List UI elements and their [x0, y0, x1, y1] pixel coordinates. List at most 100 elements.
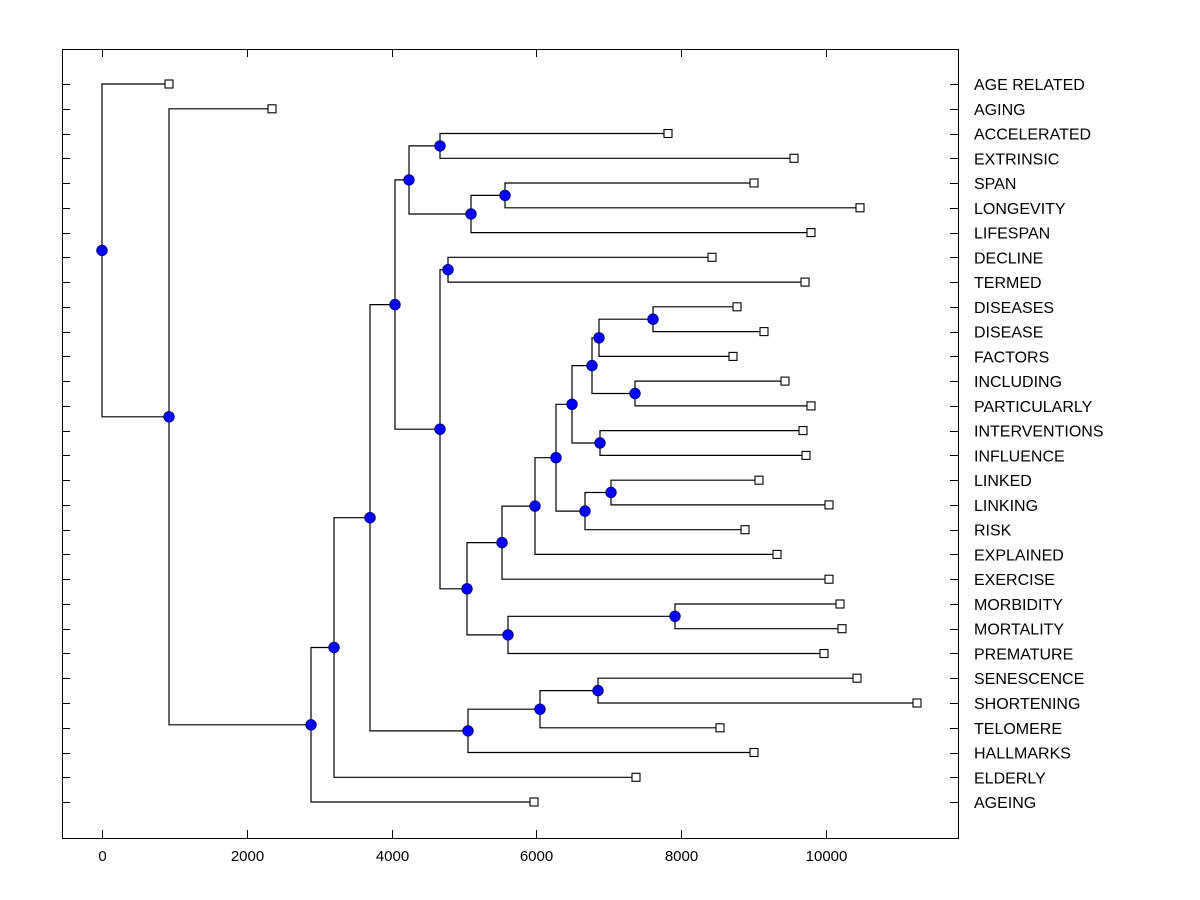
- merge-node: [593, 332, 605, 344]
- branch-link: [447, 269, 805, 283]
- merge-node: [462, 725, 474, 737]
- branch-link: [504, 182, 754, 196]
- merge-node: [465, 208, 477, 220]
- branch-link: [507, 615, 675, 635]
- leaf-marker: [789, 153, 799, 163]
- leaf-marker: [728, 351, 738, 361]
- merge-node: [434, 140, 446, 152]
- merge-node: [669, 610, 681, 622]
- leaf-label: TELOMERE: [974, 721, 1062, 738]
- node-markers: [96, 140, 681, 737]
- leaf-marker: [663, 128, 673, 139]
- leaf-marker: [749, 747, 759, 758]
- merge-node: [403, 174, 415, 186]
- merge-node: [592, 684, 604, 697]
- merge-node: [328, 641, 340, 654]
- merge-node: [364, 512, 376, 524]
- merge-node: [434, 423, 446, 435]
- merge-node: [461, 583, 473, 595]
- branch-link: [507, 634, 824, 655]
- branch-link: [467, 730, 754, 754]
- branch-link: [101, 83, 169, 251]
- branch-link: [674, 616, 842, 630]
- leaf-marker: [740, 525, 750, 535]
- leaf-label: MORBIDITY: [974, 597, 1063, 614]
- branch-link: [571, 404, 600, 444]
- leaf-label: DISEASES: [974, 300, 1054, 317]
- leaf-marker: [819, 648, 829, 659]
- leaf-label: AGING: [974, 102, 1026, 119]
- leaf-label: AGEING: [974, 795, 1036, 812]
- branch-link: [504, 195, 860, 209]
- branch-link: [598, 337, 733, 357]
- branch-link: [394, 304, 440, 430]
- branch-link: [333, 517, 370, 648]
- merge-node: [566, 398, 578, 410]
- merge-node: [163, 411, 175, 423]
- leaf-label: INTERVENTIONS: [974, 424, 1104, 441]
- leaf-label: LINKING: [974, 498, 1038, 515]
- leaf-marker: [715, 723, 725, 733]
- branch-link: [447, 256, 712, 270]
- merge-node: [389, 298, 401, 311]
- branch-link: [634, 380, 785, 394]
- branch-link: [466, 542, 502, 589]
- branch-link: [470, 194, 505, 214]
- branch-link: [408, 145, 440, 180]
- branch-link: [598, 318, 653, 338]
- branch-link: [439, 429, 467, 590]
- leaf-marker: [824, 500, 834, 510]
- leaf-label: RISK: [974, 523, 1012, 540]
- branch-link: [571, 365, 592, 405]
- leaf-marker: [800, 277, 810, 287]
- branch-link: [610, 492, 829, 506]
- branch-link: [439, 145, 794, 159]
- leaf-marker: [806, 401, 816, 411]
- leaf-marker: [749, 178, 759, 188]
- leaf-label: TERMED: [974, 275, 1042, 292]
- leaf-marker: [837, 624, 847, 634]
- leaf-label: EXERCISE: [974, 572, 1055, 589]
- branch-link: [501, 542, 829, 580]
- branch-link: [439, 269, 448, 430]
- leaf-marker: [732, 302, 742, 312]
- leaf-marker: [801, 450, 811, 460]
- branch-link: [591, 365, 635, 395]
- leaf-label: LONGEVITY: [974, 201, 1066, 218]
- merge-node: [629, 387, 641, 400]
- leaf-marker: [912, 698, 922, 708]
- leaf-marker: [759, 327, 769, 337]
- branch-link: [539, 709, 720, 729]
- branch-link: [584, 511, 745, 531]
- merge-node: [586, 359, 598, 372]
- leaf-label: INCLUDING: [974, 374, 1062, 391]
- leaf-label: DISEASE: [974, 325, 1043, 342]
- leaf-marker: [806, 228, 816, 238]
- leaf-label: EXPLAINED: [974, 547, 1064, 564]
- merge-node: [529, 500, 541, 512]
- merge-node: [534, 703, 546, 715]
- branch-link: [466, 588, 508, 636]
- leaf-marker: [824, 574, 834, 584]
- branch-link: [534, 506, 777, 555]
- leaf-label: ELDERLY: [974, 770, 1046, 787]
- branch-link: [101, 250, 169, 418]
- branch-link: [555, 457, 585, 512]
- x-tick-label: 0: [98, 848, 106, 865]
- leaf-marker: [855, 203, 865, 213]
- leaf-label: EXTRINSIC: [974, 151, 1059, 168]
- leaf-label: HALLMARKS: [974, 746, 1071, 763]
- branch-link: [652, 306, 737, 320]
- leaf-label: SHORTENING: [974, 696, 1080, 713]
- merge-node: [305, 719, 317, 731]
- axis-ticks: [62, 49, 958, 838]
- branch-link: [467, 708, 540, 731]
- branch-link: [310, 724, 534, 803]
- leaf-label: FACTORS: [974, 349, 1049, 366]
- merge-node: [647, 313, 659, 325]
- merge-node: [442, 264, 454, 276]
- leaf-label: PARTICULARLY: [974, 399, 1093, 416]
- branch-link: [652, 319, 764, 333]
- leaf-marker: [772, 549, 782, 559]
